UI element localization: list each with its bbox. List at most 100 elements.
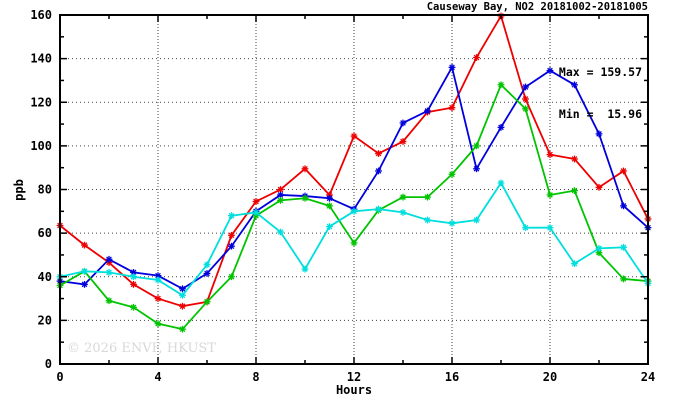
series-cyan-marker (522, 224, 529, 232)
series-green-marker (301, 194, 309, 202)
series-green-marker (448, 170, 456, 178)
x-tick-label: 12 (347, 370, 361, 384)
series-green-marker (473, 142, 480, 150)
series-cyan-marker (448, 219, 456, 227)
series-red-marker (571, 155, 578, 163)
series-green-marker (522, 105, 529, 113)
y-tick-label: 20 (38, 313, 52, 327)
series-red-marker (595, 183, 603, 191)
series-cyan-marker (595, 244, 603, 252)
series-blue-marker (105, 255, 113, 263)
series-green-marker (154, 320, 162, 328)
series-cyan-marker (497, 179, 505, 187)
x-tick-label: 24 (641, 370, 655, 384)
series-green-marker (130, 303, 137, 311)
series-red-marker (228, 231, 235, 239)
y-tick-label: 160 (30, 8, 52, 22)
series-green-marker (399, 193, 407, 201)
series-cyan-marker (154, 276, 162, 284)
series-red-marker (399, 138, 407, 145)
series-cyan-marker (326, 223, 333, 230)
min-value-label: Min = 15.96 (558, 107, 642, 121)
series-green-marker (326, 202, 333, 210)
series-green-marker (277, 197, 284, 204)
series-red-marker (154, 295, 162, 302)
series-cyan-marker (105, 268, 113, 276)
series-red-marker (301, 165, 309, 173)
series-blue-marker (203, 270, 211, 277)
series-green-marker (595, 249, 603, 257)
series-red-marker (620, 167, 627, 175)
y-tick-label: 0 (45, 357, 52, 371)
x-tick-label: 20 (543, 370, 557, 384)
series-red-marker (252, 198, 260, 205)
series-red-marker (130, 280, 137, 288)
series-cyan-marker (252, 209, 260, 216)
y-tick-label: 40 (38, 270, 52, 284)
y-tick-label: 140 (30, 52, 52, 66)
x-tick-label: 8 (252, 370, 259, 384)
series-green-marker (497, 81, 505, 89)
x-tick-label: 16 (445, 370, 459, 384)
series-cyan-marker (424, 216, 431, 224)
series-blue-marker (228, 242, 235, 250)
series-cyan-line (59, 181, 649, 297)
series-blue-marker (81, 280, 88, 288)
y-tick-label: 120 (30, 95, 52, 109)
series-cyan-marker (473, 216, 480, 224)
x-tick-label: 0 (56, 370, 63, 384)
series-cyan-marker (301, 265, 309, 273)
series-cyan-marker (277, 228, 284, 236)
series-green-marker (571, 187, 578, 194)
series-red-marker (277, 186, 284, 193)
series-blue-marker (375, 167, 382, 175)
max-value-label: Max = 159.57 (558, 65, 642, 79)
series-red-marker (375, 150, 382, 157)
series-green-marker (228, 273, 235, 281)
series-cyan-marker (81, 267, 88, 275)
y-tick-label: 80 (38, 183, 52, 197)
series-blue-marker (424, 107, 431, 115)
series-cyan-marker (228, 212, 235, 220)
series-cyan-marker (179, 291, 186, 299)
x-axis-label: Hours (335, 383, 373, 397)
series-cyan (56, 179, 652, 299)
series-blue-marker (522, 83, 529, 91)
series-blue-marker (326, 194, 333, 202)
series-cyan-marker (546, 224, 554, 232)
series-blue-marker (448, 63, 456, 71)
series-blue-marker (497, 123, 505, 131)
y-axis-label: ppb (11, 179, 26, 201)
chart-title: Causeway Bay, NO2 20181002-20181005 (426, 1, 648, 13)
series-cyan-marker (399, 209, 407, 216)
series-cyan-marker (375, 205, 382, 213)
y-tick-label: 100 (30, 139, 52, 153)
series-blue-marker (620, 202, 627, 210)
series-cyan-marker (620, 243, 627, 251)
series-green-marker (350, 239, 358, 247)
series-cyan-marker (350, 207, 358, 215)
series-green-marker (424, 193, 431, 201)
series-blue-marker (473, 165, 480, 173)
series-green-marker (105, 297, 113, 305)
series-red-marker (179, 302, 186, 310)
series-blue-marker (571, 81, 578, 89)
series-cyan-marker (571, 260, 578, 268)
series-red-marker (522, 95, 529, 103)
series-cyan-marker (203, 261, 211, 269)
series-red-marker (473, 54, 480, 61)
series-green-marker (203, 298, 211, 306)
series-green-marker (620, 275, 627, 283)
series-blue-marker (277, 191, 284, 199)
series-red-marker (350, 132, 358, 140)
series-blue-marker (595, 130, 603, 138)
series-green-marker (179, 325, 186, 333)
series-blue-marker (546, 67, 554, 75)
series-red-marker (81, 241, 88, 249)
series-blue-marker (399, 119, 407, 127)
series-green (56, 81, 652, 333)
series-blue-marker (179, 285, 186, 293)
series-red-marker (546, 151, 554, 158)
series-cyan-marker (130, 273, 137, 281)
